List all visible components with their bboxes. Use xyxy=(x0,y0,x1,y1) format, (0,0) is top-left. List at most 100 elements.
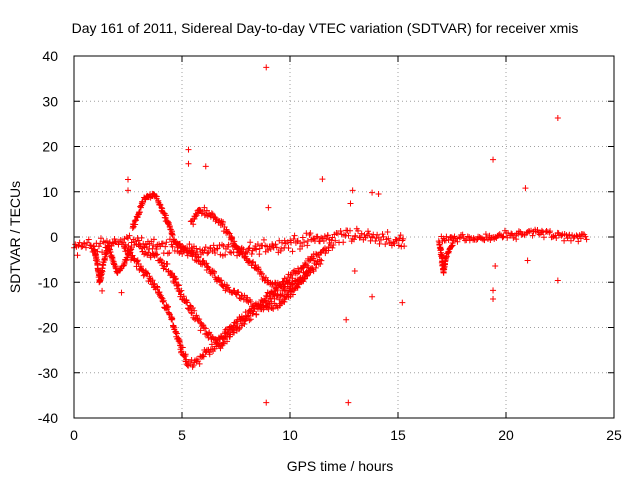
data-point xyxy=(225,241,232,248)
data-point xyxy=(235,289,242,296)
data-point xyxy=(156,201,163,208)
data-point xyxy=(349,187,356,194)
data-point xyxy=(329,234,336,241)
data-point xyxy=(202,244,209,251)
data-point xyxy=(490,287,497,294)
data-point xyxy=(464,233,471,240)
data-point xyxy=(217,345,224,352)
data-point xyxy=(239,250,246,257)
data-point xyxy=(278,245,285,252)
data-point xyxy=(128,244,135,251)
data-point xyxy=(135,210,142,217)
data-point xyxy=(522,185,529,192)
data-point xyxy=(178,244,185,251)
data-point xyxy=(384,229,391,236)
data-point xyxy=(211,268,218,275)
y-tick-label: 30 xyxy=(42,93,58,109)
data-point xyxy=(272,241,279,248)
data-point xyxy=(220,339,227,346)
data-point xyxy=(151,280,158,287)
data-point xyxy=(102,251,109,258)
data-point xyxy=(244,249,251,256)
data-point xyxy=(267,295,274,302)
data-point xyxy=(247,316,254,323)
data-point xyxy=(147,254,154,261)
data-point xyxy=(247,298,254,305)
data-point xyxy=(244,313,251,320)
data-point xyxy=(196,360,203,367)
data-point xyxy=(231,287,238,294)
data-point xyxy=(347,200,354,207)
data-point xyxy=(202,163,209,170)
data-point xyxy=(202,325,209,332)
data-point xyxy=(118,289,125,296)
data-point xyxy=(193,212,200,219)
data-point xyxy=(154,251,161,258)
data-point xyxy=(133,217,140,224)
data-point xyxy=(459,231,466,238)
data-point xyxy=(203,260,210,267)
data-point xyxy=(230,249,237,256)
data-point xyxy=(169,315,176,322)
data-point xyxy=(164,250,171,257)
data-point xyxy=(258,270,265,277)
data-point xyxy=(304,238,311,245)
y-tick-label: -10 xyxy=(38,274,58,290)
data-point xyxy=(225,284,232,291)
chart-title: Day 161 of 2011, Sidereal Day-to-day VTE… xyxy=(72,20,579,36)
data-point xyxy=(567,237,574,244)
data-point xyxy=(192,213,199,220)
data-point xyxy=(442,256,449,263)
data-point xyxy=(226,230,233,237)
data-point xyxy=(554,277,561,284)
data-point xyxy=(263,399,270,406)
data-point xyxy=(320,246,327,253)
data-point xyxy=(258,301,265,308)
data-point xyxy=(302,261,309,268)
data-point xyxy=(153,252,160,259)
data-point xyxy=(190,221,197,228)
data-point xyxy=(154,283,161,290)
data-point xyxy=(153,193,160,200)
data-point xyxy=(99,287,106,294)
data-point xyxy=(154,284,161,291)
data-point xyxy=(149,277,156,284)
data-point xyxy=(289,291,296,298)
data-point xyxy=(115,241,122,248)
data-point xyxy=(496,231,503,238)
data-point xyxy=(179,344,186,351)
data-point xyxy=(238,249,245,256)
data-point xyxy=(448,234,455,241)
data-point xyxy=(193,245,200,252)
data-point xyxy=(176,249,183,256)
data-point xyxy=(164,260,171,267)
data-point xyxy=(343,316,350,323)
data-point xyxy=(131,217,138,224)
data-point xyxy=(299,234,306,241)
data-point xyxy=(125,242,132,249)
data-point xyxy=(101,255,108,262)
y-tick-label: 20 xyxy=(42,139,58,155)
data-point xyxy=(249,259,256,266)
data-point xyxy=(170,323,177,330)
data-point xyxy=(443,233,450,240)
x-tick-label: 0 xyxy=(70,427,78,443)
data-point xyxy=(245,245,252,252)
data-point xyxy=(301,239,308,246)
data-point xyxy=(382,241,389,248)
data-point xyxy=(399,299,406,306)
data-point xyxy=(99,265,106,272)
data-point xyxy=(329,244,336,251)
data-point xyxy=(206,351,213,358)
data-point xyxy=(345,232,352,239)
data-point xyxy=(126,232,133,239)
data-point xyxy=(450,237,457,244)
data-point xyxy=(173,330,180,337)
data-point xyxy=(285,245,292,252)
data-point xyxy=(235,326,242,333)
data-point xyxy=(196,246,203,253)
y-tick-label: 40 xyxy=(42,48,58,64)
data-point xyxy=(182,351,189,358)
data-point xyxy=(184,299,191,306)
